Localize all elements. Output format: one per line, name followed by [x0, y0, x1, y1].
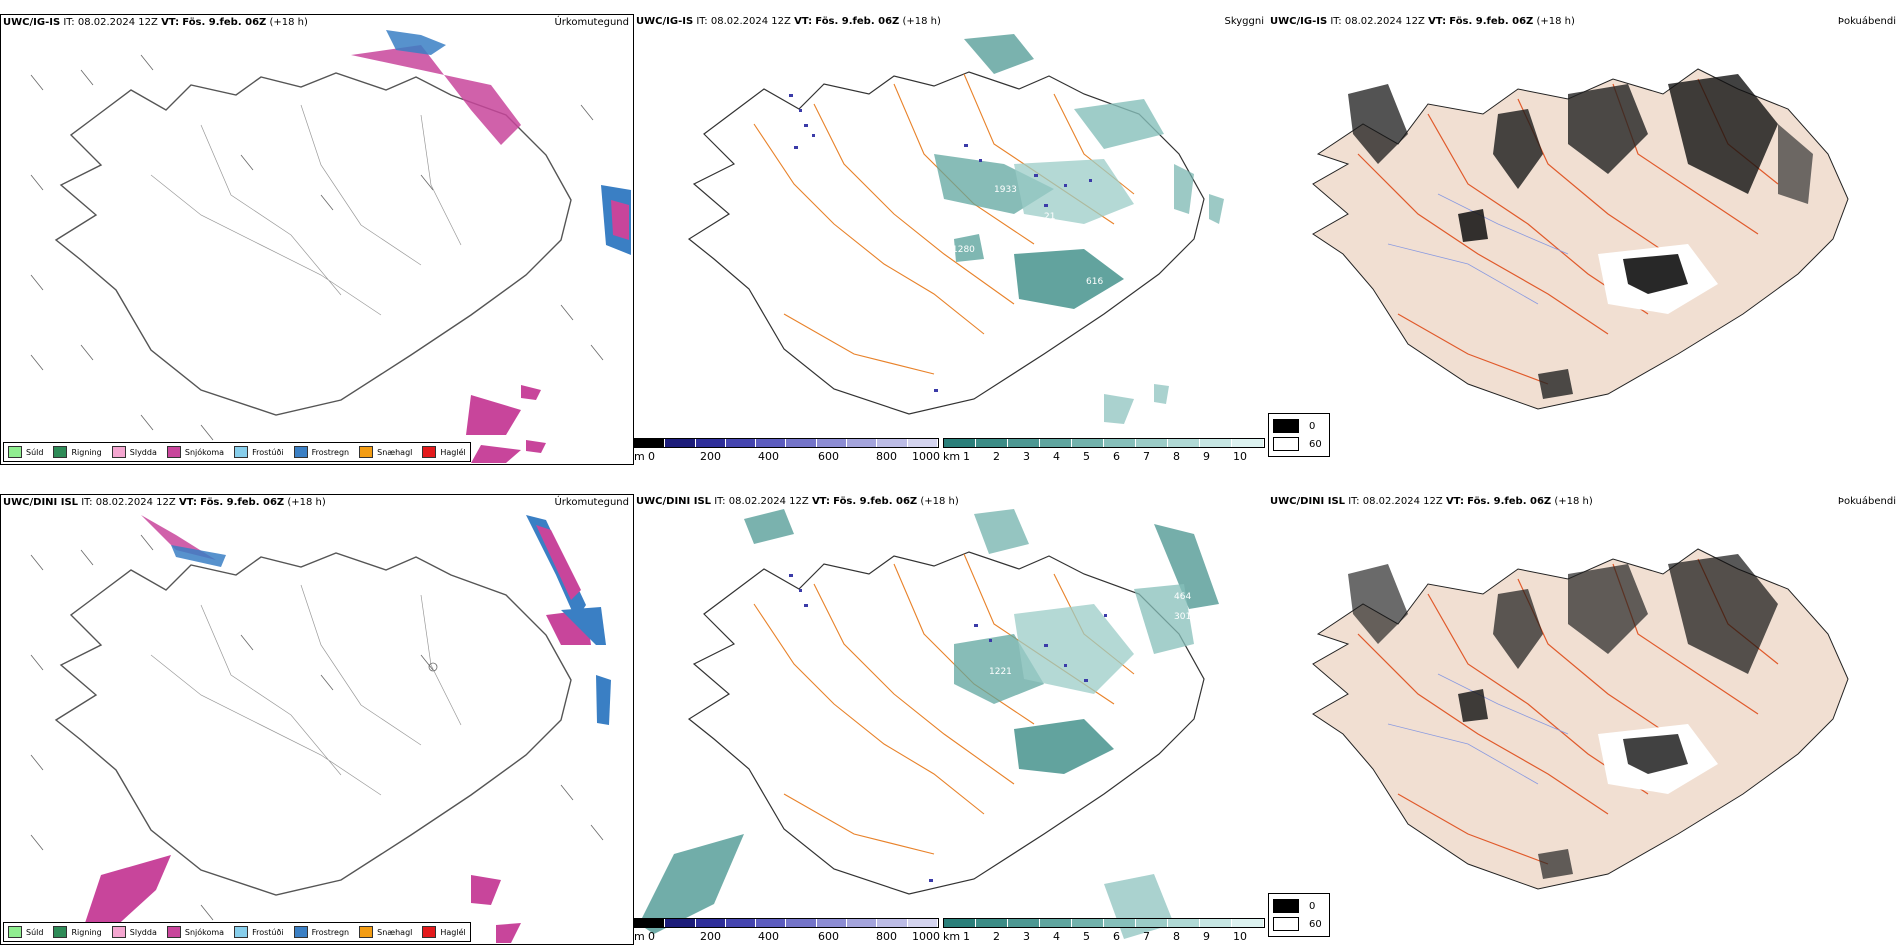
vis-label: 1298 [1064, 702, 1087, 712]
fog-legend-row2: 0 60 [1268, 893, 1330, 937]
legend-item: Haglél [422, 926, 466, 938]
fog-legend-row1: 0 60 [1268, 413, 1330, 457]
swatch [166, 926, 181, 938]
legend-item: Snæhagl [359, 926, 412, 938]
swatch [1273, 437, 1299, 451]
swatch [111, 446, 126, 458]
vis-label: 301 [1112, 737, 1129, 747]
visibility-colorbar-m-row1: m 0 200 400 600 800 1000 [634, 438, 940, 463]
swatch [234, 446, 249, 458]
precip-legend: Súld Rigning Slydda Snjókoma Frostúði Fr… [3, 922, 471, 942]
vis-label: 1280 [952, 245, 975, 255]
legend-item: Súld [8, 446, 43, 458]
legend-item: Frostúði [234, 926, 284, 938]
unit-label: km [943, 930, 961, 943]
swatch [422, 926, 437, 938]
iceland-map-fog-row1 [1312, 68, 1849, 410]
legend-item: Haglél [422, 446, 466, 458]
colorbar-m [634, 438, 939, 448]
vis-label: 464 [1174, 592, 1191, 602]
swatch [111, 926, 126, 938]
colorbar-m [634, 918, 939, 928]
panel-header: UWC/DINI ISL IT: 08.02.2024 12Z VT: Fös.… [636, 496, 959, 507]
swatch [293, 926, 308, 938]
swatch [53, 926, 68, 938]
swatch [422, 446, 437, 458]
panel-header: UWC/IG-IS IT: 08.02.2024 12Z VT: Fös. 9.… [3, 17, 308, 28]
swatch [8, 926, 22, 938]
legend-item: Súld [8, 926, 43, 938]
swatch [1273, 917, 1299, 931]
swatch [1273, 899, 1299, 913]
precip-type-panel-row2: UWC/DINI ISL IT: 08.02.2024 12Z VT: Fös.… [0, 494, 634, 945]
vis-label: 30 [934, 379, 946, 389]
visibility-panel-row2: 464 301 1221 313 1298 301 30 UWC/DINI IS… [634, 494, 1268, 945]
vis-label: 616 [1086, 277, 1103, 287]
vis-label: 313 [1049, 692, 1066, 702]
swatch [359, 446, 374, 458]
legend-item: Snjókoma [166, 926, 224, 938]
legend-item: Rigning [53, 926, 102, 938]
iceland-map-precip-row1 [30, 30, 631, 463]
vis-label: 1933 [994, 185, 1017, 195]
legend-item: Snæhagl [359, 446, 412, 458]
panel-title: Þokuábendi [1837, 16, 1896, 27]
unit-label: m [634, 930, 645, 943]
iceland-map-visibility-row1: 1933 21 1280 616 301 30 [687, 34, 1224, 424]
iceland-map-visibility-row2: 464 301 1221 313 1298 301 30 [639, 509, 1219, 939]
colorbar-km [943, 918, 1265, 928]
precip-legend: Súld Rigning Slydda Snjókoma Frostúði Fr… [3, 442, 471, 462]
vis-label: 21 [1044, 212, 1055, 222]
visibility-colorbar-km-row2: km 1 2 3 4 5 6 7 8 9 10 [943, 918, 1265, 943]
fog-panel-row1: UWC/IG-IS IT: 08.02.2024 12Z VT: Fös. 9.… [1268, 14, 1900, 465]
panel-header: UWC/DINI ISL IT: 08.02.2024 12Z VT: Fös.… [3, 497, 326, 508]
visibility-colorbar-km-row1: km 1 2 3 4 5 6 7 8 9 10 [943, 438, 1265, 463]
vis-label: 30 [929, 870, 941, 880]
swatch [293, 446, 308, 458]
swatch [359, 926, 374, 938]
swatch [8, 446, 22, 458]
swatch [234, 926, 249, 938]
colorbar-km [943, 438, 1265, 448]
legend-item: Snjókoma [166, 446, 224, 458]
swatch [53, 446, 68, 458]
vis-label: 301 [1174, 612, 1191, 622]
panel-title: Úrkomutegund [554, 497, 629, 508]
visibility-panel-row1: 1933 21 1280 616 301 30 UWC/IG-IS IT: 08… [634, 14, 1268, 465]
panel-title: Úrkomutegund [554, 17, 629, 28]
iceland-map-precip-row2 [30, 515, 611, 943]
fog-panel-row2: UWC/DINI ISL IT: 08.02.2024 12Z VT: Fös.… [1268, 494, 1900, 945]
vis-label: 1221 [989, 667, 1012, 677]
legend-item: Frostregn [293, 446, 349, 458]
legend-item: Frostregn [293, 926, 349, 938]
panel-header: UWC/DINI ISL IT: 08.02.2024 12Z VT: Fös.… [1270, 496, 1593, 507]
iceland-map-fog-row2 [1312, 548, 1849, 890]
legend-item: Frostúði [234, 446, 284, 458]
panel-header: UWC/IG-IS IT: 08.02.2024 12Z VT: Fös. 9.… [636, 16, 941, 27]
legend-item: Rigning [53, 446, 102, 458]
legend-item: Slydda [111, 446, 157, 458]
unit-label: km [943, 450, 961, 463]
legend-item: Slydda [111, 926, 157, 938]
swatch [166, 446, 181, 458]
swatch [1273, 419, 1299, 433]
panel-header: UWC/IG-IS IT: 08.02.2024 12Z VT: Fös. 9.… [1270, 16, 1575, 27]
unit-label: m [634, 450, 645, 463]
panel-title: Þokuábendi [1837, 496, 1896, 507]
panel-title: Skyggni [1224, 16, 1264, 27]
precip-type-panel-row1: UWC/IG-IS IT: 08.02.2024 12Z VT: Fös. 9.… [0, 14, 634, 465]
vis-label: 301 [1114, 262, 1131, 272]
visibility-colorbar-m-row2: m 0 200 400 600 800 1000 [634, 918, 940, 943]
